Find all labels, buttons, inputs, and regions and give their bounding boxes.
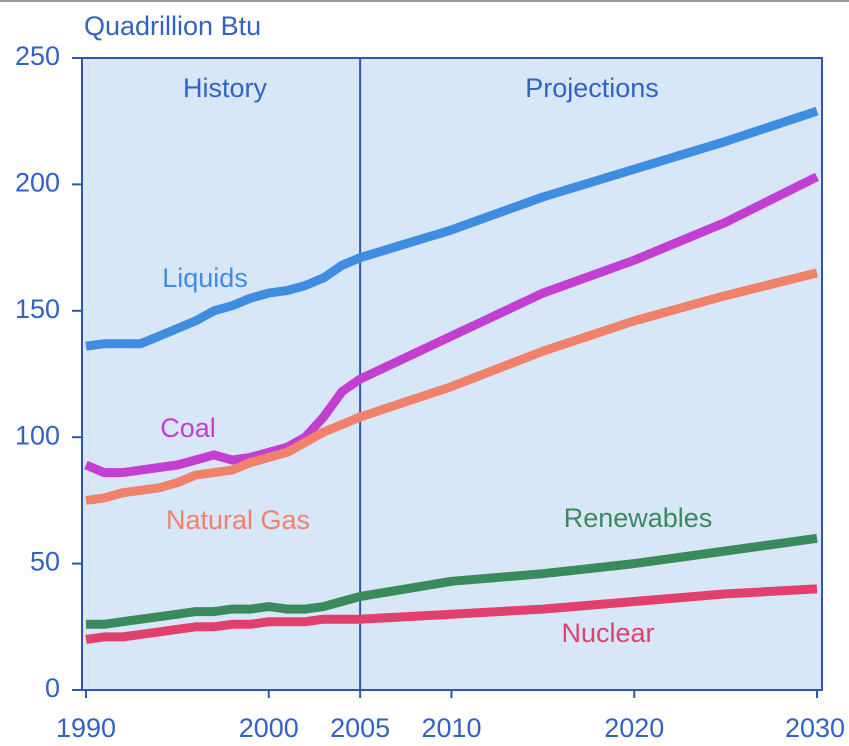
series-line bbox=[85, 268, 819, 505]
series-label: Nuclear bbox=[561, 618, 654, 648]
x-tick-label: 1990 bbox=[56, 713, 116, 743]
series-label: Liquids bbox=[162, 263, 248, 293]
y-tick-label: 100 bbox=[15, 420, 60, 450]
y-tick-label: 250 bbox=[15, 41, 60, 71]
series-label: Natural Gas bbox=[166, 505, 310, 535]
y-tick-label: 50 bbox=[30, 547, 60, 577]
series-line bbox=[84, 172, 820, 478]
series-label: Renewables bbox=[564, 503, 713, 533]
x-tick-label: 2005 bbox=[330, 713, 390, 743]
series-label: Coal bbox=[160, 413, 216, 443]
x-tick-label: 2030 bbox=[785, 713, 845, 743]
y-tick-label: 150 bbox=[15, 294, 60, 324]
x-tick-label: 2010 bbox=[421, 713, 481, 743]
series-line bbox=[85, 584, 818, 644]
y-tick-label: 200 bbox=[15, 168, 60, 198]
series-line bbox=[86, 533, 818, 629]
x-tick-label: 2000 bbox=[239, 713, 299, 743]
y-axis-label: Quadrillion Btu bbox=[84, 11, 261, 41]
series-line bbox=[85, 106, 819, 351]
x-tick-label: 2020 bbox=[604, 713, 664, 743]
annotation: History bbox=[183, 73, 268, 103]
annotation: Projections bbox=[525, 73, 659, 103]
y-tick-label: 0 bbox=[45, 673, 60, 703]
